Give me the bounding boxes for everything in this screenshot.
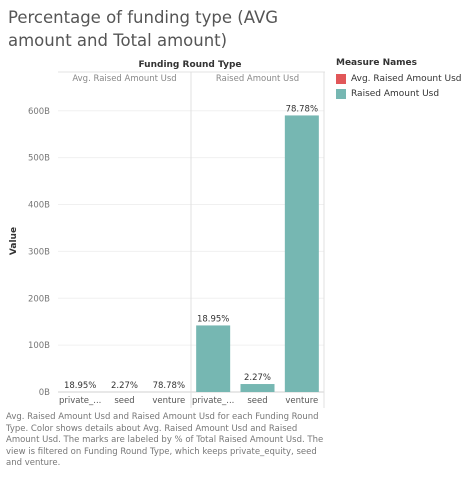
bar-label: 18.95%: [64, 381, 96, 391]
legend-swatch-raised: [336, 88, 346, 99]
x-tick-label: venture: [285, 396, 318, 406]
legend-title: Measure Names: [336, 58, 418, 68]
bar-label: 78.78%: [153, 381, 185, 391]
x-tick-label: venture: [152, 396, 185, 406]
y-tick-label: 200B: [28, 294, 50, 304]
bar[interactable]: [240, 384, 275, 392]
bar-label: 78.78%: [286, 104, 318, 114]
y-tick-label: 100B: [28, 341, 50, 351]
bar-label: 2.27%: [111, 381, 138, 391]
x-tick-label: private_...: [59, 396, 101, 406]
legend-label-avg: Avg. Raised Amount Usd: [351, 73, 462, 84]
chart-caption: Avg. Raised Amount Usd and Raised Amount…: [6, 412, 324, 469]
x-tick-label: seed: [114, 396, 134, 406]
x-tick-label: private_...: [192, 396, 234, 406]
panel-header: Raised Amount Usd: [216, 74, 299, 84]
bar-label: 2.27%: [244, 373, 271, 383]
header-title: Funding Round Type: [138, 60, 241, 70]
legend-item-raised[interactable]: Raised Amount Usd: [336, 86, 461, 101]
legend: Measure Names Avg. Raised Amount Usd Rai…: [336, 58, 461, 101]
y-axis-label: Value: [9, 227, 19, 255]
legend-label-raised: Raised Amount Usd: [351, 88, 440, 99]
y-tick-label: 600B: [28, 107, 50, 117]
y-tick-label: 300B: [28, 247, 50, 257]
bar-label: 18.95%: [197, 314, 229, 324]
bar[interactable]: [284, 115, 319, 392]
legend-swatch-avg: [336, 73, 346, 84]
legend-item-avg[interactable]: Avg. Raised Amount Usd: [336, 71, 461, 86]
x-tick-label: seed: [247, 396, 267, 406]
y-tick-label: 0B: [39, 388, 50, 398]
bar[interactable]: [196, 325, 231, 392]
panel-header: Avg. Raised Amount Usd: [72, 74, 176, 84]
y-tick-label: 400B: [28, 201, 50, 211]
y-tick-label: 500B: [28, 154, 50, 164]
chart-title: Percentage of funding type (AVG amount a…: [8, 8, 279, 50]
